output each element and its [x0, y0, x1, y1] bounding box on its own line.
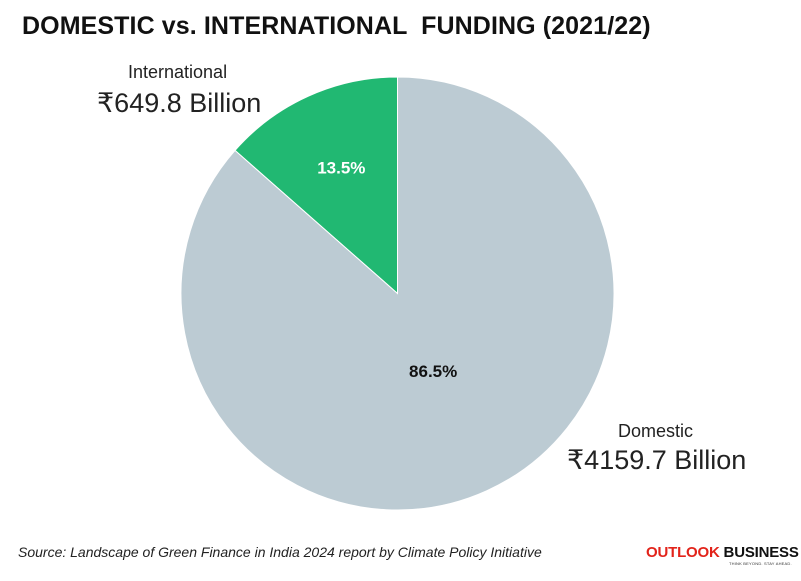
chart-title: DOMESTIC vs. INTERNATIONAL FUNDING (2021…	[22, 12, 651, 40]
international-value-label: ₹649.8 Billion	[97, 88, 262, 118]
domestic-value-label: ₹4159.7 Billion	[567, 445, 747, 475]
percent-labels: 13.5% 86.5%	[317, 159, 457, 381]
percent-label-international: 13.5%	[317, 159, 365, 178]
source-note: Source: Landscape of Green Finance in In…	[18, 544, 542, 560]
pie-slices	[180, 76, 615, 511]
pie-slice-domestic	[180, 76, 615, 511]
domestic-category-label: Domestic	[618, 421, 694, 441]
pie-slice-international	[234, 76, 398, 295]
outlook-business-logo: OUTLOOK BUSINESS	[646, 544, 799, 561]
percent-label-domestic: 86.5%	[409, 362, 457, 381]
logo-tagline: THINK BEYOND. STAY AHEAD.	[729, 561, 792, 566]
international-category-label: International	[128, 62, 228, 82]
